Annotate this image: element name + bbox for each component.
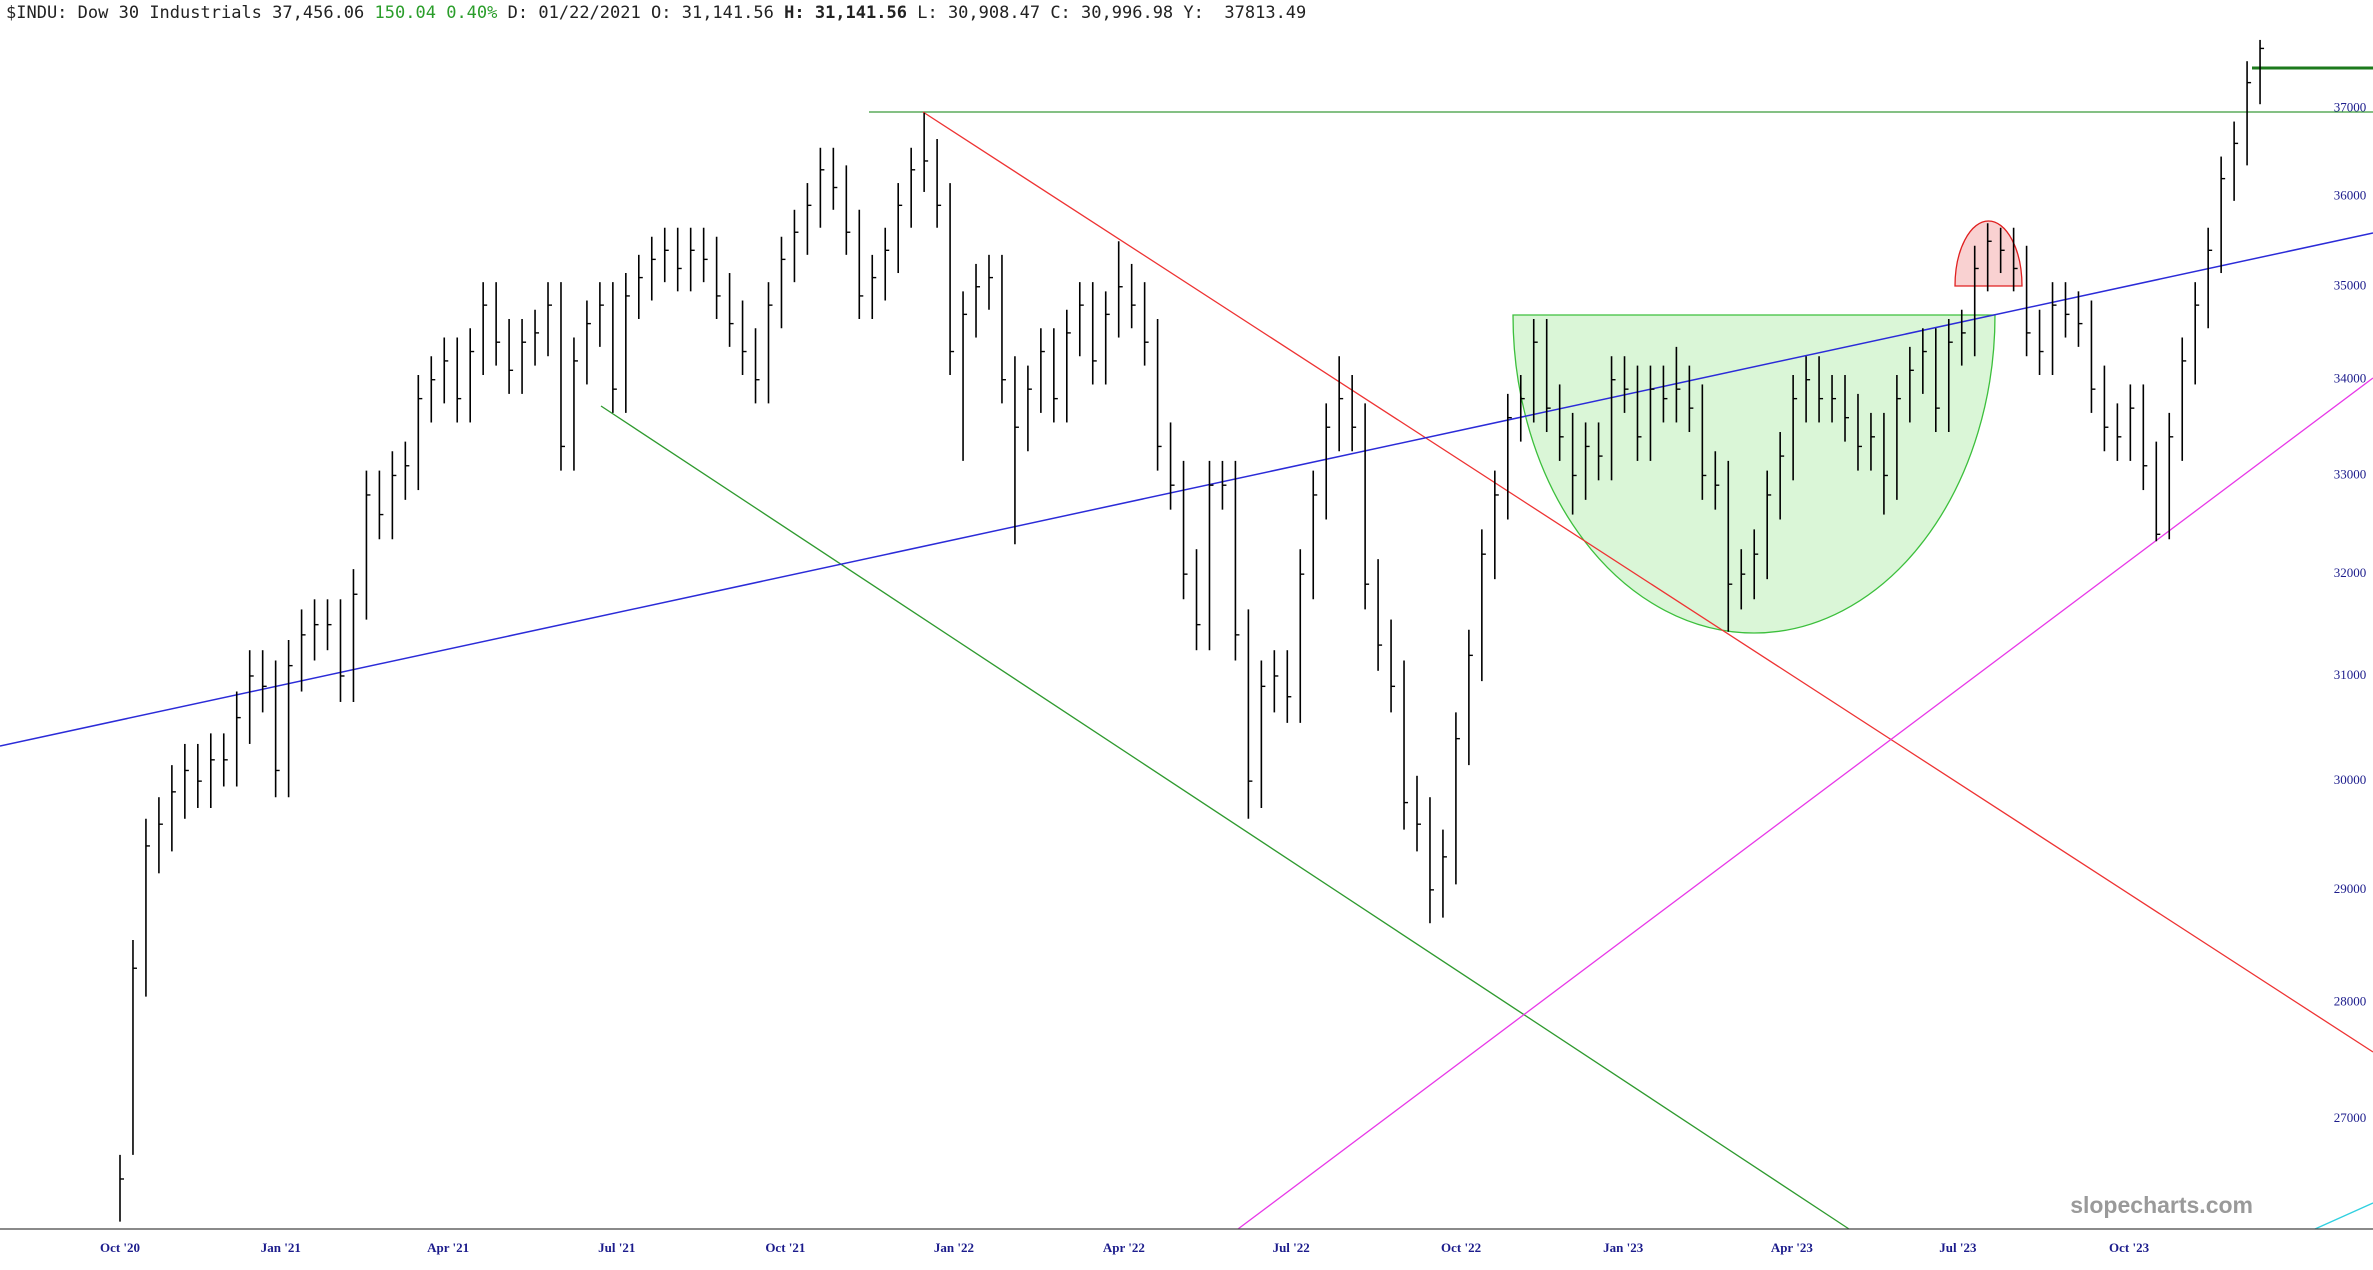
open: 31,141.56 (682, 3, 774, 23)
x-tick-label: Oct '23 (2109, 1240, 2150, 1255)
x-tick-label: Oct '21 (765, 1240, 805, 1255)
y-value: 37813.49 (1224, 3, 1306, 23)
red-trend-line (922, 111, 2373, 1053)
y-tick-label: 31000 (2334, 667, 2367, 682)
y-tick-label: 37000 (2334, 100, 2367, 115)
magenta-trend-line (1237, 377, 2373, 1230)
y-tick-label: 36000 (2334, 187, 2367, 202)
low: 30,908.47 (948, 3, 1040, 23)
y-tick-label: 33000 (2334, 466, 2367, 481)
y-label: Y: (1183, 3, 1203, 23)
last: 37,456.06 (272, 3, 364, 23)
green-trend-line (600, 405, 1850, 1230)
low-label: L: (917, 3, 937, 23)
watermark: slopecharts.com (2070, 1192, 2253, 1218)
date: 01/22/2021 (538, 3, 640, 23)
x-tick-label: Jan '21 (261, 1240, 301, 1255)
y-tick-label: 32000 (2334, 565, 2367, 580)
change: 150.04 (375, 3, 436, 23)
drawings (0, 66, 2373, 1230)
open-label: O: (651, 3, 671, 23)
x-tick-label: Jul '23 (1939, 1240, 1977, 1255)
y-tick-label: 28000 (2334, 993, 2367, 1008)
y-tick-label: 34000 (2334, 371, 2367, 386)
date-label: D: (508, 3, 528, 23)
price-bars (119, 39, 2265, 1222)
close-label: C: (1050, 3, 1070, 23)
cyan-trend-line (2314, 1202, 2373, 1230)
y-tick-label: 35000 (2334, 278, 2367, 293)
y-tick-label: 30000 (2334, 772, 2367, 787)
x-tick-label: Apr '23 (1771, 1240, 1814, 1255)
x-tick-label: Oct '22 (1441, 1240, 1481, 1255)
name: Dow 30 Industrials (78, 3, 262, 23)
x-tick-label: Apr '22 (1103, 1240, 1145, 1255)
dome-shape (1954, 220, 2023, 287)
close: 30,996.98 (1081, 3, 1173, 23)
y-tick-label: 27000 (2334, 1110, 2367, 1125)
x-tick-label: Jul '22 (1273, 1240, 1310, 1255)
x-tick-label: Jan '22 (934, 1240, 974, 1255)
change-pct: 0.40% (446, 3, 497, 23)
x-tick-label: Apr '21 (427, 1240, 469, 1255)
y-tick-label: 29000 (2334, 881, 2367, 896)
header: $INDU: Dow 30 Industrials 37,456.06 150.… (6, 3, 1306, 23)
cup-shape (1512, 314, 1996, 634)
blue-trend-line (0, 232, 2373, 747)
high: 31,141.56 (815, 3, 907, 23)
x-tick-label: Jul '21 (598, 1240, 635, 1255)
x-tick-label: Oct '20 (100, 1240, 140, 1255)
symbol: $INDU: (6, 3, 67, 23)
high-label: H: (784, 3, 804, 23)
x-tick-label: Jan '23 (1603, 1240, 1644, 1255)
